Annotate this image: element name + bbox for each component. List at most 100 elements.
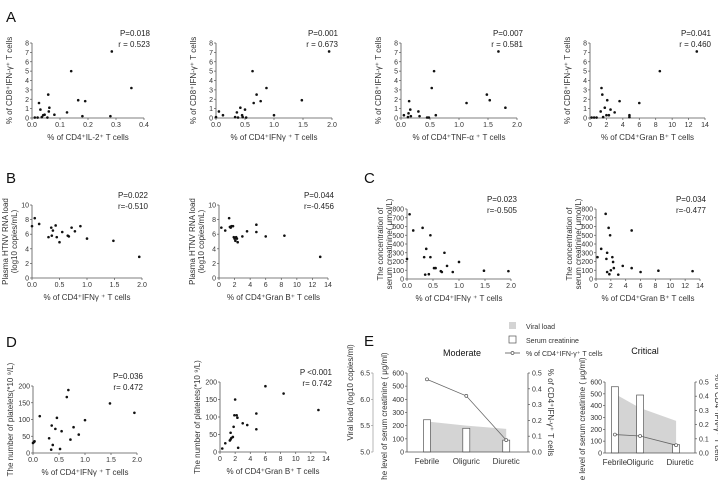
cd4-ifn-point [613, 432, 617, 437]
y-tick-label: 7 [209, 50, 213, 57]
data-point [607, 113, 611, 117]
x-tick-label: 0.2 [83, 122, 93, 129]
data-point [37, 101, 41, 105]
data-point [264, 235, 268, 238]
data-point [595, 116, 598, 119]
y2-tick-label: 0.0 [532, 450, 542, 457]
data-point [255, 230, 258, 234]
chart-B1: 0 2 4 6 8 10 0.0 0.5 1.0 1.5 2.0 % of CD4⁺IFNγ ⁺ T … [1, 191, 149, 302]
y-axis-label-2: serum creatinine( μmol/L) [385, 198, 394, 289]
y-tick-label: 8 [394, 41, 398, 48]
p-value: P=0.034 [676, 195, 707, 204]
y-tick-label: 7 [583, 50, 587, 57]
data-point [605, 251, 609, 255]
x-tick-label: 4 [248, 282, 252, 289]
y-tick-label: 100 [18, 417, 30, 424]
data-point [608, 233, 612, 237]
category-label: Oliguric [627, 458, 654, 467]
x-tick-label: 1.5 [483, 122, 493, 129]
data-point [223, 229, 227, 232]
x-tick-label: 8 [653, 283, 657, 290]
x-tick-label: 10 [666, 283, 674, 290]
data-point [58, 240, 61, 244]
data-point [50, 234, 54, 237]
data-point [440, 270, 444, 274]
y-tick-label: 6 [583, 59, 587, 66]
legend-label-cd4: % of CD4⁺IFN-γ⁺ T cells [526, 351, 603, 358]
x-tick-label: 2.0 [327, 122, 337, 129]
data-point [221, 113, 225, 117]
panel-label: C [364, 170, 375, 187]
y-axis-label: The level of serum creatinine ( μg/ml) [380, 352, 389, 480]
panel-label: D [6, 334, 17, 351]
y-axis-label: % of CD8⁺IFN-γ⁺ T cells [563, 37, 572, 124]
x-tick-label: 0 [217, 282, 221, 289]
data-point [48, 106, 51, 109]
y-axis-label: % of CD8⁺IFN-γ⁺ T cells [5, 37, 14, 124]
data-point [252, 101, 255, 105]
data-point [604, 212, 607, 216]
data-point [43, 113, 46, 117]
viral-tick-label: 6.0 [360, 397, 370, 404]
data-point [236, 240, 239, 244]
data-point [628, 113, 631, 117]
y-tick-label: 600 [581, 224, 593, 231]
y-tick-label: 4 [394, 78, 398, 85]
y-tick-label: 0 [400, 450, 404, 457]
data-point [423, 273, 427, 276]
y-tick-label: 8 [212, 217, 216, 224]
chart-A1: 0 1 2 3 4 5 6 7 8 0.0 0.1 0.2 0.3 0.4 % of CD4⁺IL-2⁺ T… [5, 29, 151, 142]
data-point [69, 438, 72, 441]
data-point [630, 266, 633, 270]
data-point [85, 237, 89, 240]
data-point [300, 98, 304, 102]
y-tick-label: 400 [392, 397, 404, 404]
x-tick-label: 0.0 [211, 122, 221, 129]
y-axis-label: The concentration of [376, 207, 385, 281]
y-tick-label: 50 [22, 434, 30, 441]
chart-E1: 0 100 200 300 400 500 600 0.0 0.1 0.2 0.3 0.4 0.5 Feb… [346, 344, 555, 485]
data-point [427, 116, 431, 119]
category-label: Febrile [415, 457, 440, 466]
legend-marker-cd4 [510, 351, 515, 355]
data-point [229, 431, 232, 435]
y-tick-label: 6 [25, 59, 29, 66]
x-tick-label: 0.0 [27, 122, 37, 129]
data-point [272, 113, 276, 117]
data-point [600, 86, 603, 90]
y-tick-label: 100 [392, 268, 404, 275]
y-tick-label: 0 [583, 116, 587, 123]
y-tick-label: 3 [25, 87, 29, 94]
x-tick-label: 14 [322, 456, 330, 463]
data-point [83, 99, 87, 103]
p-value: P=0.018 [120, 29, 151, 38]
y-tick-label: 6 [25, 232, 29, 239]
x-tick-label: 0 [218, 456, 222, 463]
r-value: r = 0.673 [306, 40, 338, 49]
y-tick-label: 600 [392, 371, 404, 378]
data-point [259, 99, 262, 103]
y-tick-label: 6 [212, 232, 216, 239]
x-tick-label: 0.5 [240, 122, 250, 129]
y-tick-label: 200 [18, 384, 30, 391]
cd4-ifn-point [504, 438, 509, 442]
x-tick-label: 10 [668, 122, 676, 129]
data-point [422, 255, 426, 259]
y-tick-label: 10 [21, 203, 29, 210]
data-point [265, 86, 268, 90]
data-point [33, 439, 36, 443]
data-point [54, 224, 57, 227]
data-point [429, 233, 432, 237]
data-point [60, 230, 64, 234]
p-value: P <0.001 [300, 368, 333, 377]
data-point [695, 50, 699, 53]
data-point [605, 98, 609, 102]
y-tick-label: 300 [392, 410, 404, 417]
x-tick-label: 8 [279, 282, 283, 289]
x-axis-label: % of CD4⁺Gran B⁺ T cells [601, 133, 694, 142]
data-point [605, 257, 608, 261]
x-tick-label: 14 [701, 122, 709, 129]
y-tick-label: 50 [209, 432, 217, 439]
data-point [318, 255, 322, 259]
